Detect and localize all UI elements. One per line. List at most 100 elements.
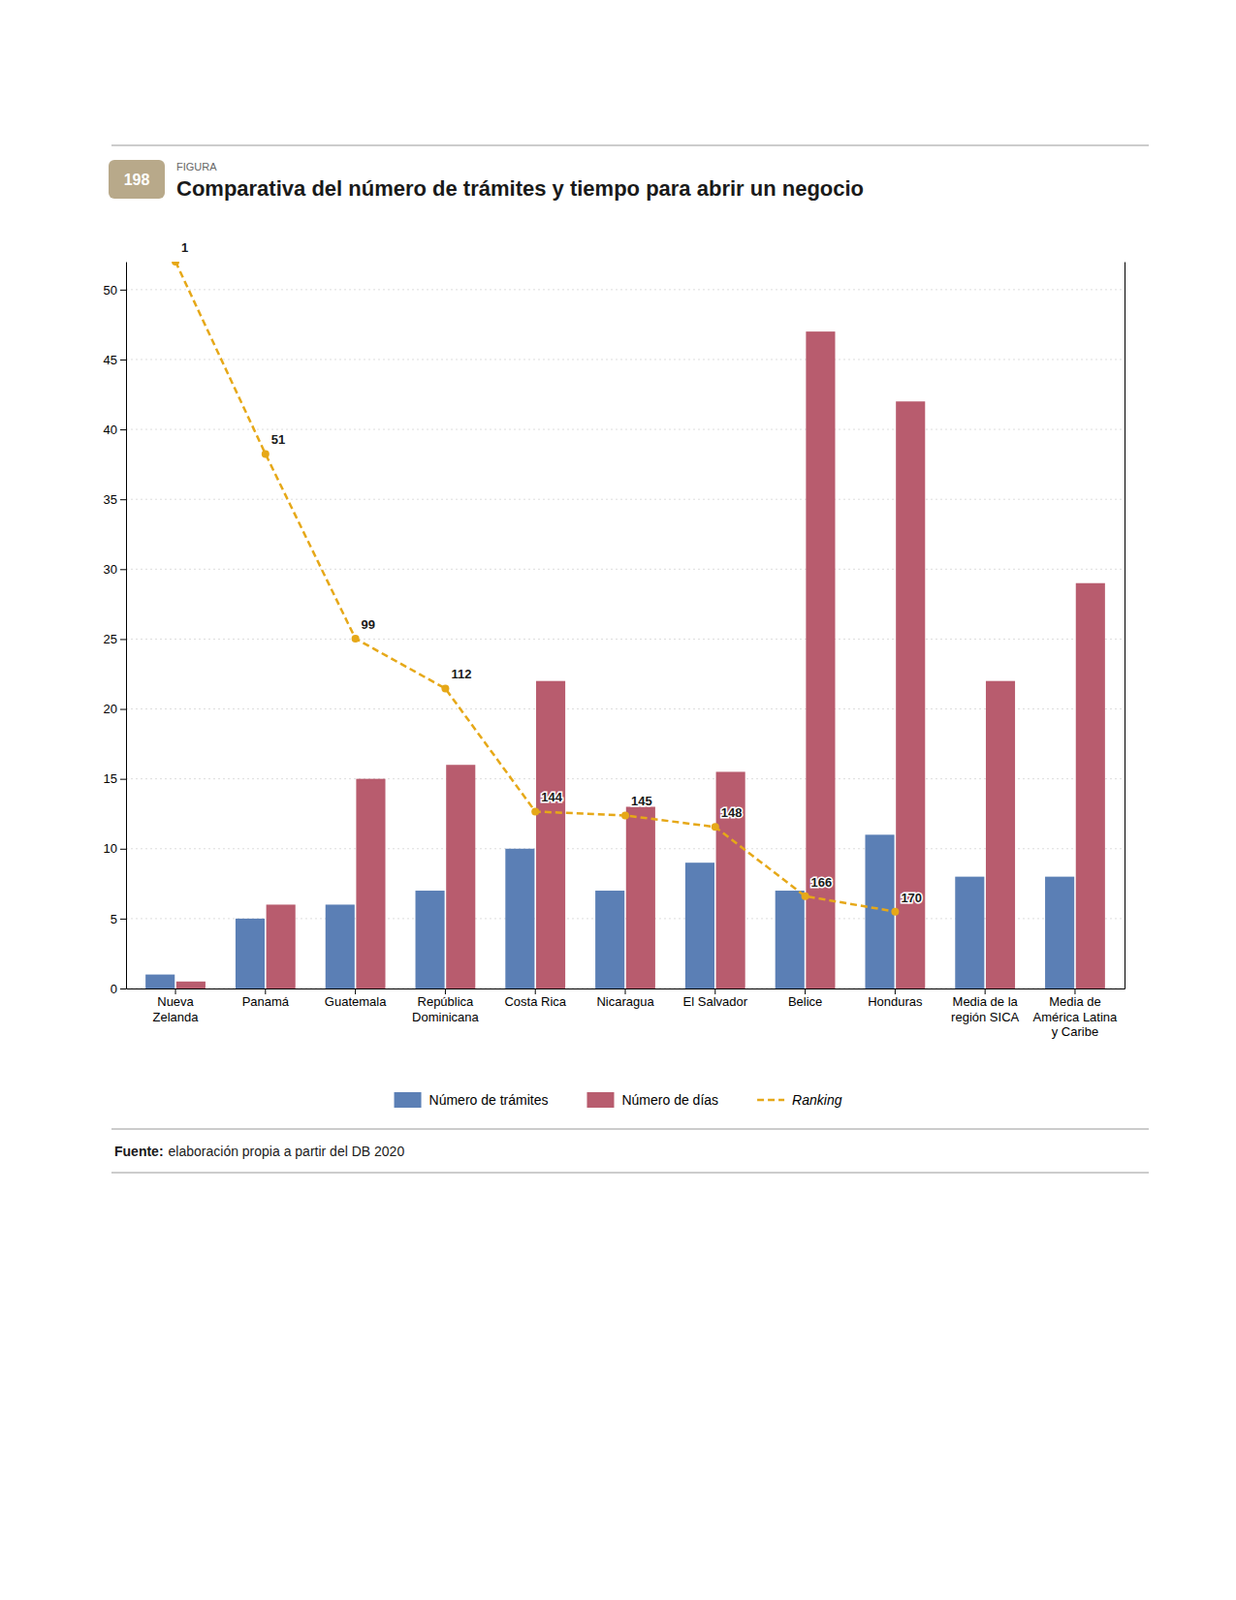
- legend-item: Número de trámites: [394, 1092, 549, 1109]
- bar: [1045, 877, 1075, 989]
- x-tick-label: RepúblicaDominicana: [412, 994, 479, 1025]
- x-tick-mark: [354, 988, 356, 995]
- y-tick: 50: [103, 283, 127, 298]
- y-tick: 40: [103, 422, 127, 438]
- y-tick-mark: [120, 849, 127, 851]
- x-tick-mark: [894, 988, 896, 995]
- bar: [536, 681, 566, 989]
- figure-label: FIGURA: [176, 160, 218, 173]
- grid: [126, 289, 1125, 989]
- bar-series: [176, 331, 1106, 989]
- x-tick-label: Honduras: [867, 994, 923, 1010]
- line: [175, 261, 895, 913]
- legend-label: Número de trámites: [429, 1092, 549, 1109]
- y-tick: 20: [103, 701, 127, 717]
- x-tick-label-line: Dominicana: [412, 1010, 479, 1025]
- line-marker: [351, 634, 360, 643]
- line-marker: [621, 811, 630, 820]
- line-marker: [531, 807, 539, 816]
- bar: [954, 877, 984, 989]
- y-tick-mark: [120, 779, 127, 781]
- data-label: 145: [631, 793, 653, 809]
- y-tick-label: 10: [103, 841, 118, 856]
- header-rule: [111, 145, 1149, 147]
- grid-line: [126, 569, 1125, 571]
- x-tick-label-line: República: [417, 994, 476, 1010]
- x-tick-label-line: Belice: [788, 994, 823, 1010]
- bar: [235, 919, 265, 989]
- bar: [266, 904, 296, 989]
- x-tick-mark: [444, 988, 446, 995]
- y-tick-label: 5: [110, 912, 118, 927]
- line-marker: [711, 823, 720, 831]
- y-tick: 45: [103, 352, 127, 368]
- y-tick-label: 40: [103, 422, 118, 438]
- y-tick-mark: [120, 429, 127, 431]
- legend-swatch: [394, 1092, 422, 1109]
- y2-axis: [1124, 262, 1126, 990]
- y-axis-line: [126, 262, 127, 990]
- y-tick-mark: [120, 988, 127, 990]
- x-tick-mark: [175, 988, 177, 995]
- bar: [895, 401, 925, 989]
- chart: 198FIGURAComparativa del número de trámi…: [0, 0, 1236, 1600]
- y-tick-mark: [120, 919, 127, 920]
- source-text: elaboración propia a partir del DB 2020: [168, 1143, 406, 1160]
- bar: [864, 834, 894, 989]
- x-tick: Panamá: [242, 988, 290, 1010]
- x-tick-label: Belice: [788, 994, 823, 1010]
- grid-line: [126, 848, 1125, 850]
- line-marker: [890, 908, 899, 917]
- legend-item: Ranking: [757, 1092, 843, 1109]
- legend: Número de trámites Número de días Ranking: [394, 1092, 843, 1109]
- data-label: 148: [721, 805, 743, 821]
- y-tick-mark: [120, 638, 127, 640]
- x-tick-label-line: región SICA: [950, 1010, 1019, 1025]
- grid-line: [126, 499, 1125, 501]
- plot: 1519911214414514816617005101520253035404…: [103, 240, 1126, 1040]
- y-tick: 15: [103, 771, 127, 787]
- bar: [985, 681, 1015, 989]
- x-tick-label: Guatemala: [324, 994, 387, 1010]
- y-tick: 25: [103, 632, 127, 647]
- x-tick: Honduras: [867, 988, 923, 1010]
- bar: [805, 331, 835, 989]
- footer-rule: [111, 1172, 1149, 1174]
- x-tick-label: Media deAmérica Latinay Caribe: [1033, 994, 1118, 1040]
- y-tick-label: 15: [103, 771, 118, 787]
- x-tick: NuevaZelanda: [153, 988, 200, 1025]
- bar: [685, 862, 715, 989]
- x-tick-label-line: Media de: [1048, 994, 1101, 1010]
- y-tick-mark: [120, 569, 127, 571]
- x-tick-mark: [714, 988, 716, 995]
- source: Fuente:elaboración propia a partir del D…: [114, 1143, 405, 1160]
- legend-label: Número de días: [621, 1092, 719, 1109]
- source-label: Fuente:: [114, 1143, 164, 1160]
- data-label: 170: [900, 890, 922, 906]
- x-tick: Costa Rica: [504, 988, 567, 1010]
- data-label: 144: [540, 790, 563, 805]
- x-tick-mark: [1074, 988, 1076, 995]
- x-tick-label-line: Guatemala: [324, 994, 387, 1010]
- legend-rule: [111, 1129, 1149, 1131]
- x-axis: NuevaZelanda Panamá Guatemala RepúblicaDomi…: [126, 988, 1126, 1040]
- bar: [505, 849, 535, 989]
- bar: [1076, 583, 1106, 989]
- x-tick-label: Nicaragua: [596, 994, 655, 1010]
- x-tick-label: NuevaZelanda: [153, 994, 200, 1025]
- bar: [325, 904, 355, 989]
- x-tick-label-line: América Latina: [1033, 1010, 1118, 1025]
- data-label: 99: [361, 617, 376, 633]
- figure-number: 198: [124, 171, 151, 189]
- data-label: 51: [271, 432, 286, 447]
- y-tick-label: 25: [103, 632, 118, 647]
- legend-item: Número de días: [586, 1092, 719, 1109]
- y-tick-mark: [120, 709, 127, 711]
- y-tick-label: 35: [103, 492, 118, 508]
- bar: [775, 890, 805, 989]
- grid-line: [126, 358, 1125, 360]
- x-tick: Nicaragua: [596, 988, 655, 1010]
- x-tick: RepúblicaDominicana: [412, 988, 479, 1025]
- bar: [716, 771, 746, 989]
- x-tick-mark: [625, 988, 627, 995]
